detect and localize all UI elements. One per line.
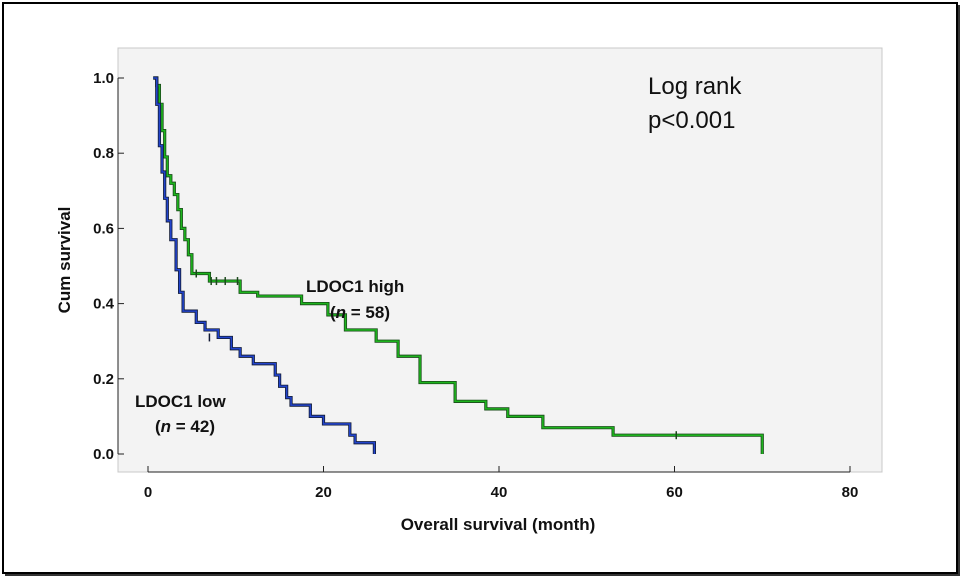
x-tick-label: 0 xyxy=(144,484,152,501)
y-tick-label: 0.0 xyxy=(93,446,114,463)
x-axis-title: Overall survival (month) xyxy=(401,515,596,534)
series-ldoc1-low xyxy=(153,76,376,454)
survival-curve-line xyxy=(153,77,764,454)
y-axis-title: Cum survival xyxy=(55,207,74,314)
low-group-label: LDOC1 low xyxy=(135,392,226,411)
pvalue-label: p<0.001 xyxy=(648,107,735,134)
logrank-label: Log rank xyxy=(648,73,742,100)
survival-curve-line xyxy=(153,77,376,454)
plot-area xyxy=(117,47,883,473)
y-tick-label: 0.6 xyxy=(93,220,114,237)
high-group-n: (n = 58) xyxy=(330,303,390,322)
y-tick-label: 0.4 xyxy=(93,296,115,313)
x-tick-label: 80 xyxy=(842,484,859,501)
x-tick-label: 60 xyxy=(666,484,683,501)
series-ldoc1-high xyxy=(153,76,764,454)
y-tick-label: 1.0 xyxy=(93,70,114,87)
survival-curves xyxy=(153,76,764,454)
y-tick-label: 0.8 xyxy=(93,145,114,162)
x-tick-label: 20 xyxy=(315,484,332,501)
low-group-n: (n = 42) xyxy=(155,417,215,436)
axes: 0.0 0.2 0.4 0.6 0.8 1.0 0 20 40 60 80 xyxy=(93,70,858,501)
high-group-label: LDOC1 high xyxy=(306,277,404,296)
x-tick-label: 40 xyxy=(491,484,508,501)
y-tick-label: 0.2 xyxy=(93,371,114,388)
